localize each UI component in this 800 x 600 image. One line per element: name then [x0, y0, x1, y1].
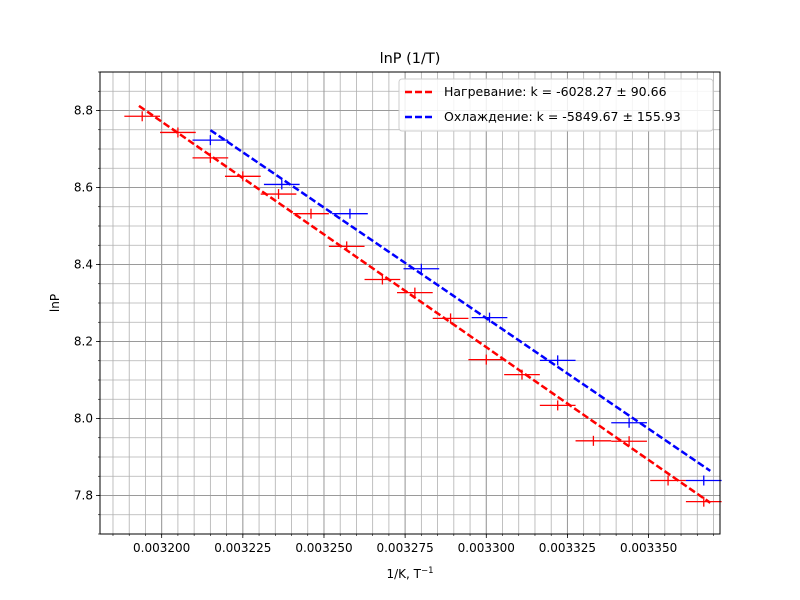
y-axis-label: lnP — [48, 294, 62, 312]
data-point-heating — [539, 400, 576, 411]
y-tick-label: 8.6 — [74, 181, 93, 195]
data-point-heating — [124, 111, 161, 122]
y-tick-label: 8.2 — [74, 335, 93, 349]
x-tick-label: 0.003250 — [295, 541, 352, 555]
data-point-heating — [224, 171, 261, 182]
x-tick-label: 0.003200 — [133, 541, 190, 555]
chart-title: lnP (1/T) — [380, 51, 441, 67]
legend-box — [398, 78, 714, 132]
x-tick-label: 0.003350 — [620, 541, 677, 555]
data-point-cooling — [403, 263, 440, 274]
y-tick-label: 8.8 — [74, 104, 93, 118]
legend-label-cooling: Охлаждение: k = -5849.67 ± 155.93 — [444, 109, 681, 124]
fit-line-heating — [138, 104, 711, 504]
x-tick-label: 0.003275 — [376, 541, 433, 555]
major-gridlines — [100, 72, 720, 534]
data-point-cooling — [539, 355, 576, 366]
data-point-cooling — [471, 312, 508, 323]
data-point-heating — [160, 127, 196, 138]
x-axis: 0.003200 0.003225 0.003250 0.003275 0.003300… — [112, 534, 714, 555]
y-tick-label: 8.0 — [74, 412, 93, 426]
data-point-heating — [364, 274, 401, 285]
data-point-cooling — [685, 475, 722, 486]
x-axis-label: 1/K, T−1 — [386, 566, 433, 581]
data-point-cooling — [192, 135, 229, 146]
legend: Нагревание: k = -6028.27 ± 90.66 Охлажде… — [398, 78, 714, 132]
data-point-heating — [397, 287, 433, 298]
data-point-heating — [192, 152, 229, 163]
data-point-heating — [611, 436, 647, 447]
data-point-heating — [328, 241, 365, 252]
data-point-heating — [293, 208, 329, 219]
data-point-heating — [432, 313, 469, 324]
fit-line-cooling — [209, 129, 711, 472]
data-point-cooling — [263, 179, 300, 190]
data-point-heating — [260, 189, 297, 200]
x-axis-label-exponent: −1 — [421, 566, 434, 576]
data-point-heating — [575, 435, 612, 446]
legend-label-heating: Нагревание: k = -6028.27 ± 90.66 — [444, 84, 667, 99]
data-points — [124, 111, 722, 507]
x-tick-label: 0.003325 — [539, 541, 596, 555]
y-axis: 7.8 8.0 8.2 8.4 8.6 8.8 — [74, 71, 100, 535]
data-point-cooling — [611, 417, 647, 428]
x-tick-label: 0.003300 — [458, 541, 515, 555]
x-axis-label-text: 1/K, T — [386, 567, 421, 581]
x-tick-label: 0.003225 — [214, 541, 271, 555]
y-tick-label: 8.4 — [74, 258, 93, 272]
y-tick-label: 7.8 — [74, 489, 93, 503]
data-point-heating — [504, 369, 540, 380]
fit-lines — [138, 104, 711, 504]
data-point-heating — [685, 496, 722, 507]
data-point-heating — [468, 354, 505, 365]
data-point-heating — [650, 475, 686, 486]
data-point-cooling — [332, 208, 368, 219]
